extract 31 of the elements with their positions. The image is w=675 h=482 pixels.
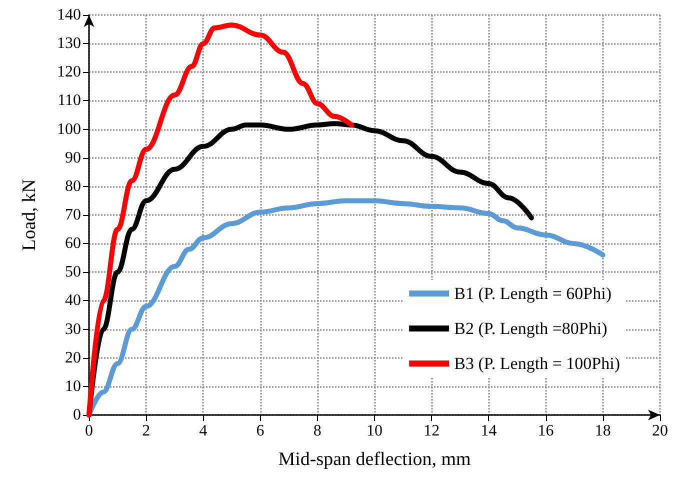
- y-tick-label: 80: [65, 178, 81, 195]
- legend-label: B2 (P. Length =80Phi): [454, 319, 608, 338]
- y-tick-label: 70: [65, 206, 81, 224]
- x-tick-label: 12: [424, 422, 440, 440]
- y-tick-label: 120: [57, 64, 81, 81]
- x-tick-label: 16: [538, 422, 554, 440]
- legend-label: B1 (P. Length = 60Phi): [454, 284, 612, 303]
- x-tick-label: 20: [652, 422, 668, 440]
- y-tick-label: 90: [65, 149, 81, 166]
- y-axis-title: Load, kN: [19, 178, 40, 251]
- x-tick-label: 10: [366, 422, 382, 440]
- legend-label: B3 (P. Length = 100Phi): [454, 354, 620, 373]
- y-tick-label: 50: [65, 264, 81, 281]
- x-tick-label: 8: [313, 422, 322, 440]
- y-tick-label: 140: [57, 6, 81, 24]
- x-tick-label: 18: [594, 422, 611, 440]
- x-tick-label: 4: [199, 422, 208, 440]
- y-tick-label: 10: [65, 378, 81, 395]
- y-tick-label: 0: [73, 406, 81, 424]
- x-tick-label: 0: [85, 422, 93, 440]
- x-axis-title: Mid-span deflection, mm: [278, 449, 472, 470]
- x-tick-label: 14: [480, 422, 497, 440]
- y-tick-label: 60: [65, 235, 81, 252]
- y-tick-label: 110: [58, 92, 81, 110]
- y-tick-label: 100: [57, 120, 81, 138]
- y-tick-label: 30: [65, 320, 81, 338]
- y-tick-label: 130: [57, 35, 81, 52]
- x-tick-label: 2: [142, 422, 150, 440]
- y-tick-label: 20: [65, 349, 81, 366]
- y-tick-label: 40: [65, 292, 81, 310]
- x-tick-label: 6: [256, 422, 264, 440]
